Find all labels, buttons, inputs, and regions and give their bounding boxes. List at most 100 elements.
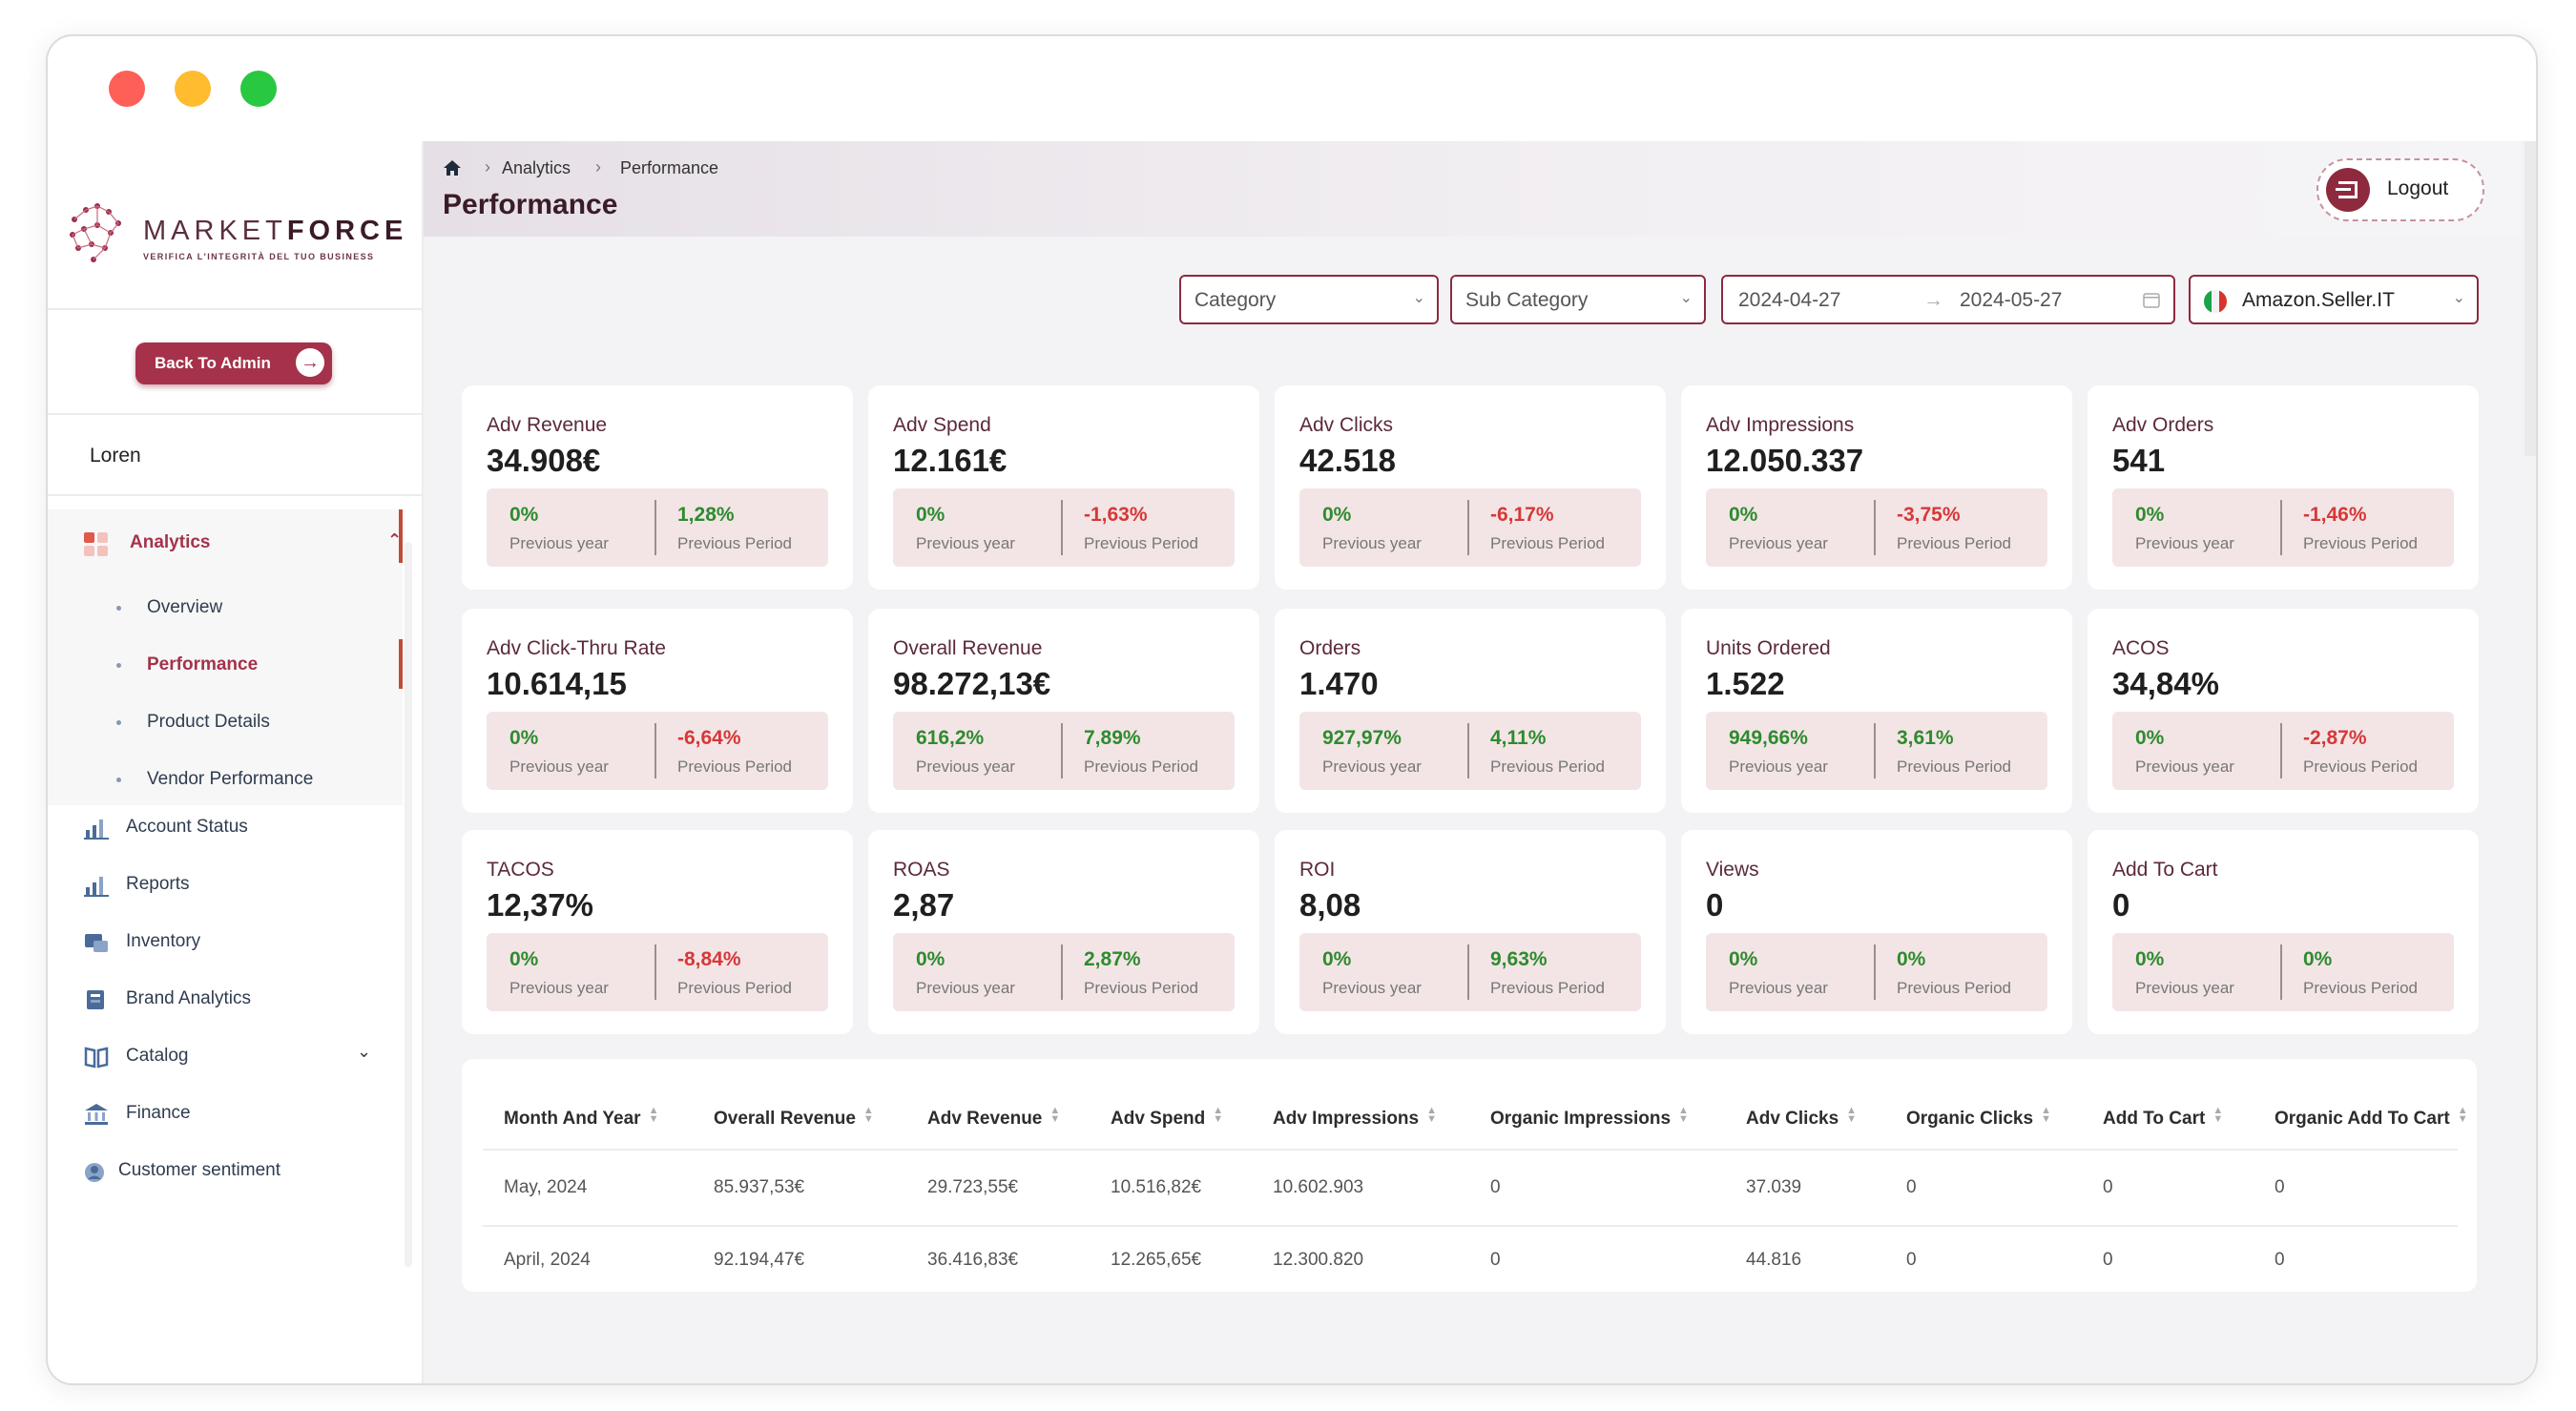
previous-period-change: -6,64% [677,727,741,749]
kpi-card: Units Ordered 1.522 949,66% Previous year 3,… [1681,609,2072,813]
sidebar-item-reports[interactable]: Reports [84,874,370,903]
kpi-comparison: 0% Previous year -2,87% Previous Period [2112,712,2454,790]
sidebar-item-label: Performance [147,654,259,674]
breadcrumb-analytics[interactable]: Analytics [502,158,571,177]
sidebar-item-finance[interactable]: Finance [84,1103,370,1131]
kpi-title: Adv Impressions [1706,414,1855,436]
breadcrumb-separator: › [595,157,601,176]
sort-icon[interactable]: ▲ ▼ [1678,1105,1689,1125]
main-scrollbar[interactable] [2524,141,2536,456]
column-header[interactable]: Adv Revenue ▲ ▼ [927,1105,1061,1130]
date-from[interactable]: 2024-04-27 [1738,289,1841,311]
sort-icon[interactable]: ▲ ▼ [1213,1105,1224,1125]
back-to-admin-button[interactable]: Back To Admin → [135,342,332,384]
inventory-icon [85,934,108,952]
kpi-comparison: 0% Previous year 9,63% Previous Period [1299,933,1641,1011]
previous-year-label: Previous year [1322,757,1422,776]
divider [654,944,656,1000]
previous-year-label: Previous year [1729,534,1828,552]
kpi-title: Overall Revenue [893,637,1043,659]
previous-year-change: 949,66% [1729,727,1808,749]
logo[interactable]: MARKETFORCE VERIFICA L'INTEGRITÀ DEL TUO… [48,141,422,310]
previous-year-label: Previous year [1322,534,1422,552]
column-header[interactable]: Adv Spend ▲ ▼ [1111,1105,1224,1130]
previous-year-label: Previous year [2135,979,2234,997]
home-icon[interactable] [443,158,462,177]
minimize-window-button[interactable] [175,71,211,107]
table-cell: May, 2024 [504,1177,588,1197]
kpi-card: TACOS 12,37% 0% Previous year -8,84% Previous… [462,830,853,1034]
column-header[interactable]: Adv Impressions ▲ ▼ [1273,1105,1437,1130]
category-placeholder: Category [1195,289,1277,311]
table-cell: 10.516,82€ [1111,1177,1202,1197]
chevron-down-icon: ⌄ [1412,290,1425,306]
logout-button[interactable]: Logout [2316,158,2484,221]
kpi-value: 1.470 [1299,666,1379,701]
column-header[interactable]: Overall Revenue ▲ ▼ [714,1105,874,1130]
kpi-title: Adv Revenue [487,414,608,436]
kpi-card: Views 0 0% Previous year 0% Previous Period [1681,830,2072,1034]
sort-icon[interactable]: ▲ ▼ [2212,1105,2224,1125]
kpi-comparison: 0% Previous year -1,46% Previous Period [2112,488,2454,567]
previous-period-change: 1,28% [677,504,735,526]
sidebar-item-customer-sentiment[interactable]: Customer sentiment [84,1160,389,1189]
previous-period-change: 0% [1897,948,1926,970]
column-header[interactable]: Organic Add To Cart ▲ ▼ [2275,1105,2468,1130]
maximize-window-button[interactable] [240,71,277,107]
table-cell: 12.265,65€ [1111,1250,1202,1270]
column-header-label: Add To Cart [2103,1109,2206,1129]
previous-period-change: 9,63% [1490,948,1548,970]
kpi-comparison: 0% Previous year -1,63% Previous Period [893,488,1235,567]
previous-year-label: Previous year [2135,757,2234,776]
kpi-card: Add To Cart 0 0% Previous year 0% Previous Pe… [2088,830,2479,1034]
kpi-card: Adv Revenue 34.908€ 0% Previous year 1,28% Pr… [462,385,853,590]
divider [1061,500,1063,555]
previous-period-label: Previous Period [1897,534,2012,552]
column-header[interactable]: Organic Impressions ▲ ▼ [1490,1105,1689,1130]
kpi-value: 12,37% [487,887,593,923]
sort-icon[interactable]: ▲ ▼ [2041,1105,2051,1125]
date-range-picker[interactable]: 2024-04-27 → 2024-05-27 [1721,275,2175,324]
column-header-label: Overall Revenue [714,1109,856,1129]
kpi-value: 0 [2112,887,2130,923]
table-cell: 44.816 [1746,1250,1802,1270]
breadcrumb-separator: › [485,157,490,176]
sidebar-item-brand-analytics[interactable]: Brand Analytics [84,988,370,1017]
sort-icon[interactable]: ▲ ▼ [862,1105,874,1125]
subcategory-select[interactable]: Sub Category ⌄ [1450,275,1706,324]
marketplace-select[interactable]: Amazon.Seller.IT ⌄ [2189,275,2479,324]
previous-year-label: Previous year [916,757,1015,776]
category-select[interactable]: Category ⌄ [1179,275,1439,324]
sort-icon[interactable]: ▲ ▼ [1049,1105,1061,1125]
kpi-value: 34,84% [2112,666,2219,701]
bullet-icon [116,720,121,725]
column-header[interactable]: Month And Year ▲ ▼ [504,1105,659,1130]
column-header[interactable]: Adv Clicks ▲ ▼ [1746,1105,1858,1130]
divider [1061,944,1063,1000]
previous-period-label: Previous Period [677,757,793,776]
column-header-label: Adv Impressions [1273,1109,1420,1129]
previous-period-label: Previous Period [1897,979,2012,997]
sort-icon[interactable]: ▲ ▼ [648,1105,659,1125]
kpi-comparison: 0% Previous year -8,84% Previous Period [487,933,828,1011]
kpi-value: 8,08 [1299,887,1361,923]
brand-icon [87,990,104,1009]
sidebar-item-inventory[interactable]: Inventory [84,931,370,960]
kpi-title: ROI [1299,859,1336,881]
previous-period-change: 4,11% [1490,727,1547,749]
sort-icon[interactable]: ▲ ▼ [1846,1105,1858,1125]
previous-year-change: 0% [509,727,539,749]
sort-icon[interactable]: ▲ ▼ [1426,1105,1437,1125]
sidebar-scrollbar[interactable] [405,542,412,1267]
column-header[interactable]: Add To Cart ▲ ▼ [2103,1105,2224,1130]
sidebar-item-account-status[interactable]: Account Status [84,817,370,845]
sort-icon[interactable]: ▲ ▼ [2457,1105,2468,1125]
sidebar-item-catalog[interactable]: Catalog ⌄ [84,1042,380,1074]
column-header[interactable]: Organic Clicks ▲ ▼ [1906,1105,2051,1130]
kpi-value: 34.908€ [487,443,601,478]
previous-period-change: -3,75% [1897,504,1961,526]
close-window-button[interactable] [109,71,145,107]
kpi-value: 1.522 [1706,666,1785,701]
sidebar: MARKETFORCE VERIFICA L'INTEGRITÀ DEL TUO… [48,141,424,1383]
date-to[interactable]: 2024-05-27 [1960,289,2063,311]
